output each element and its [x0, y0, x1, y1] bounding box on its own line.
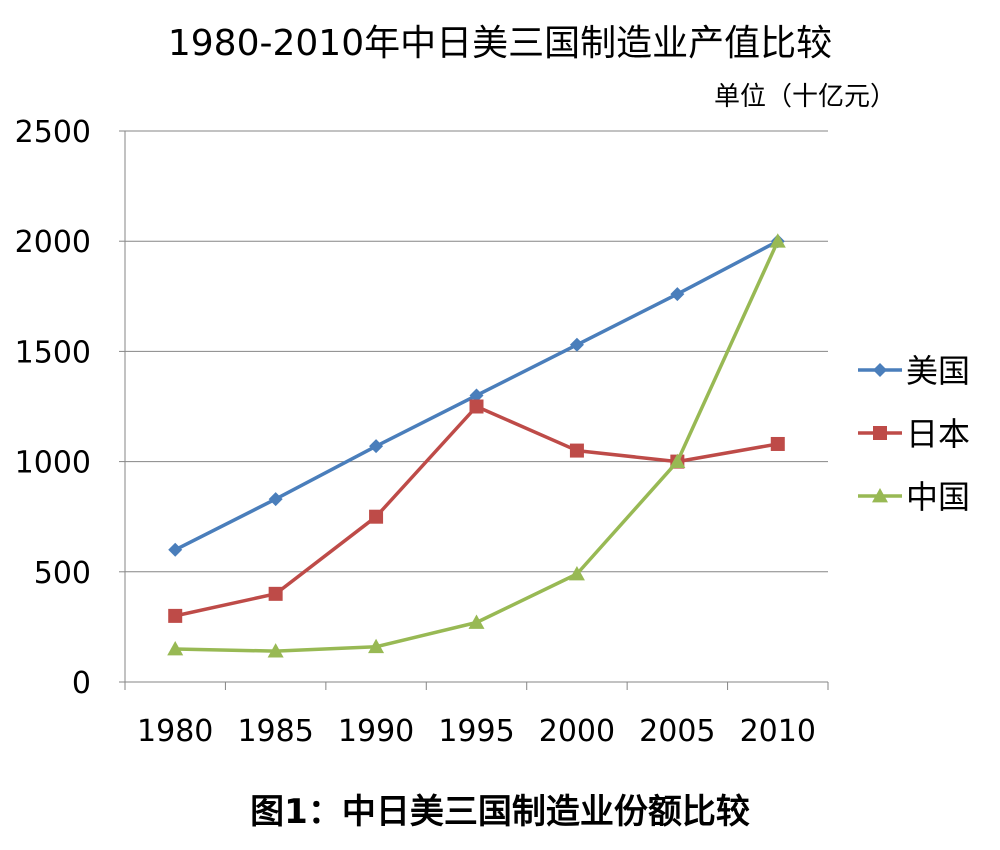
legend-label: 日本	[906, 415, 970, 453]
data-point	[268, 586, 283, 601]
data-point	[770, 436, 785, 451]
legend-entry-1: 日本	[858, 415, 970, 453]
y-tick-label: 1500	[15, 335, 91, 370]
legend-entry-2: 中国	[858, 478, 970, 516]
data-point	[168, 608, 183, 623]
data-point	[168, 542, 183, 557]
legend-label: 中国	[906, 478, 970, 516]
y-tick-label: 1000	[15, 446, 91, 481]
data-point	[268, 492, 283, 507]
y-tick-label: 2500	[15, 115, 91, 150]
grid-layer	[125, 130, 828, 573]
data-point	[469, 399, 484, 414]
x-tick-label: 2000	[539, 714, 615, 749]
series-layer	[167, 233, 786, 658]
data-point	[267, 643, 284, 658]
x-tick-label: 1985	[237, 714, 313, 749]
chart-title: 1980-2010年中日美三国制造业产值比较	[167, 23, 833, 64]
data-point	[368, 638, 385, 654]
data-point	[468, 614, 485, 629]
x-tick-label: 1990	[338, 714, 414, 749]
legend-marker	[873, 426, 887, 440]
data-point	[769, 233, 786, 248]
x-tick-label: 1980	[137, 714, 213, 749]
series-0	[168, 234, 785, 557]
x-tick-label: 1995	[438, 714, 514, 749]
y-tick-label: 500	[34, 556, 91, 591]
data-point	[670, 287, 685, 302]
legend-marker	[873, 363, 887, 377]
y-tick-label: 2000	[15, 225, 91, 260]
data-point	[568, 566, 585, 581]
data-point	[369, 509, 384, 524]
x-tick-label: 2010	[740, 714, 816, 749]
data-point	[569, 443, 584, 458]
unit-label: 单位（十亿元）	[714, 82, 897, 112]
data-point	[469, 388, 484, 403]
data-point	[167, 640, 184, 656]
axis-layer: 0 500 1000 1500 2000 2500 1980 1985 1990 1995 2000…	[15, 115, 829, 749]
legend-label: 美国	[906, 352, 970, 390]
series-2	[167, 233, 786, 658]
data-point	[669, 453, 686, 468]
data-point	[369, 439, 384, 454]
x-tick-label: 2005	[639, 714, 715, 749]
legend-marker	[872, 488, 888, 503]
figure-caption: 图1：中日美三国制造业份额比较	[250, 792, 750, 832]
data-point	[569, 337, 584, 352]
y-tick-label: 0	[72, 666, 91, 701]
legend-entry-0: 美国	[858, 352, 970, 390]
series-line	[175, 240, 780, 653]
